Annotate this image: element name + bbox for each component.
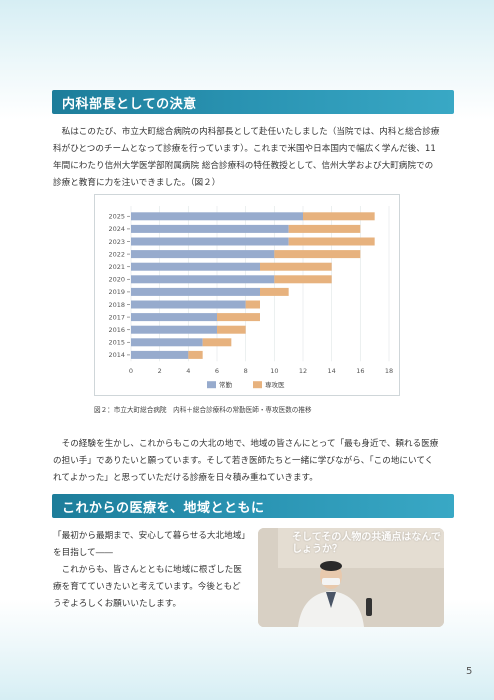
bar-fulltime (131, 300, 246, 309)
bar-resident (260, 262, 332, 271)
bar-resident (274, 275, 332, 284)
y-tick-label: 2025 (108, 213, 125, 221)
bar-fulltime (131, 275, 275, 284)
intro-paragraph: 私はこのたび、市立大町総合病院の内科部長として赴任いたしました（当院では、内科と… (53, 127, 440, 188)
bar-fulltime (131, 313, 217, 322)
bar-chart: 0 2 4 6 8 10 12 14 16 18 2025 2024 2023 2022 2021 2020 2… (94, 194, 400, 396)
page-number: 5 (466, 666, 473, 677)
y-tick-label: 2023 (108, 238, 125, 246)
bar-resident (288, 224, 361, 233)
bar-fulltime (131, 325, 217, 334)
bar-resident (217, 313, 260, 322)
legend-label: 常勤 (219, 380, 233, 389)
bar-fulltime (131, 338, 203, 347)
section-header-community: これからの医療を、地域とともに (52, 494, 454, 518)
bar-fulltime (131, 350, 189, 359)
chart-canvas: 0 2 4 6 8 10 12 14 16 18 2025 2024 2023 2022 2021 2020 2… (108, 206, 393, 389)
lecture-photo: そしてその人物の共通点はなんでしょうか？ (258, 528, 444, 627)
y-tick-label: 2024 (108, 225, 125, 233)
bar-fulltime (131, 212, 303, 221)
bar-fulltime (131, 287, 260, 296)
bar-resident (303, 212, 375, 221)
bar-resident (217, 325, 246, 334)
y-tick-label: 2019 (108, 288, 125, 296)
bar-fulltime (131, 250, 275, 259)
legend-swatch-resident (253, 381, 262, 389)
x-tick-label: 12 (299, 367, 307, 375)
x-tick-label: 2 (158, 367, 162, 375)
ending-paragraph: これからも、皆さんとともに地域に根ざした医療を育てていきたいと考えています。今後… (53, 565, 242, 609)
y-tick-label: 2021 (108, 263, 125, 271)
closing-paragraph: その経験を生かし、これからもこの大北の地で、地域の皆さんにとって「最も身近で、頼… (53, 439, 439, 483)
legend-swatch-fulltime (207, 381, 216, 389)
x-tick-label: 6 (215, 367, 219, 375)
x-tick-label: 4 (186, 367, 190, 375)
y-tick-label: 2017 (108, 313, 125, 321)
bar-resident (245, 300, 260, 309)
slide-text: そしてその人物の共通点はなんでしょうか？ (292, 532, 441, 555)
bar-resident (260, 287, 289, 296)
bar-fulltime (131, 224, 289, 233)
bar-resident (202, 338, 232, 347)
y-tick-label: 2014 (108, 351, 125, 359)
section-title: 内科部長としての決意 (62, 97, 197, 112)
x-tick-label: 0 (129, 367, 133, 375)
x-tick-label: 14 (328, 367, 336, 375)
y-tick-label: 2016 (108, 326, 125, 334)
lecture-photo-illustration (258, 528, 444, 627)
motto-paragraph: 「最初から最期まで、安心して暮らせる大北地域」を目指して―― (53, 531, 246, 558)
x-tick-label: 16 (356, 367, 364, 375)
y-tick-label: 2018 (108, 301, 125, 309)
legend-label: 専攻医 (265, 380, 285, 389)
y-tick-label: 2022 (108, 250, 125, 258)
section-title: これからの医療を、地域とともに (62, 501, 265, 516)
bar-resident (288, 237, 375, 246)
bar-fulltime (131, 237, 289, 246)
bar-resident (188, 350, 203, 359)
bar-fulltime (131, 262, 260, 271)
bar-resident (274, 250, 361, 259)
x-tick-label: 10 (270, 367, 278, 375)
x-tick-label: 8 (244, 367, 248, 375)
section-header-resolve: 内科部長としての決意 (52, 90, 454, 114)
figure-caption: 図２：市立大町総合病院 内科＋総合診療科の常勤医師・専攻医数の推移 (94, 406, 312, 414)
y-tick-label: 2015 (108, 339, 125, 347)
x-tick-label: 18 (385, 367, 393, 375)
y-tick-label: 2020 (108, 276, 125, 284)
